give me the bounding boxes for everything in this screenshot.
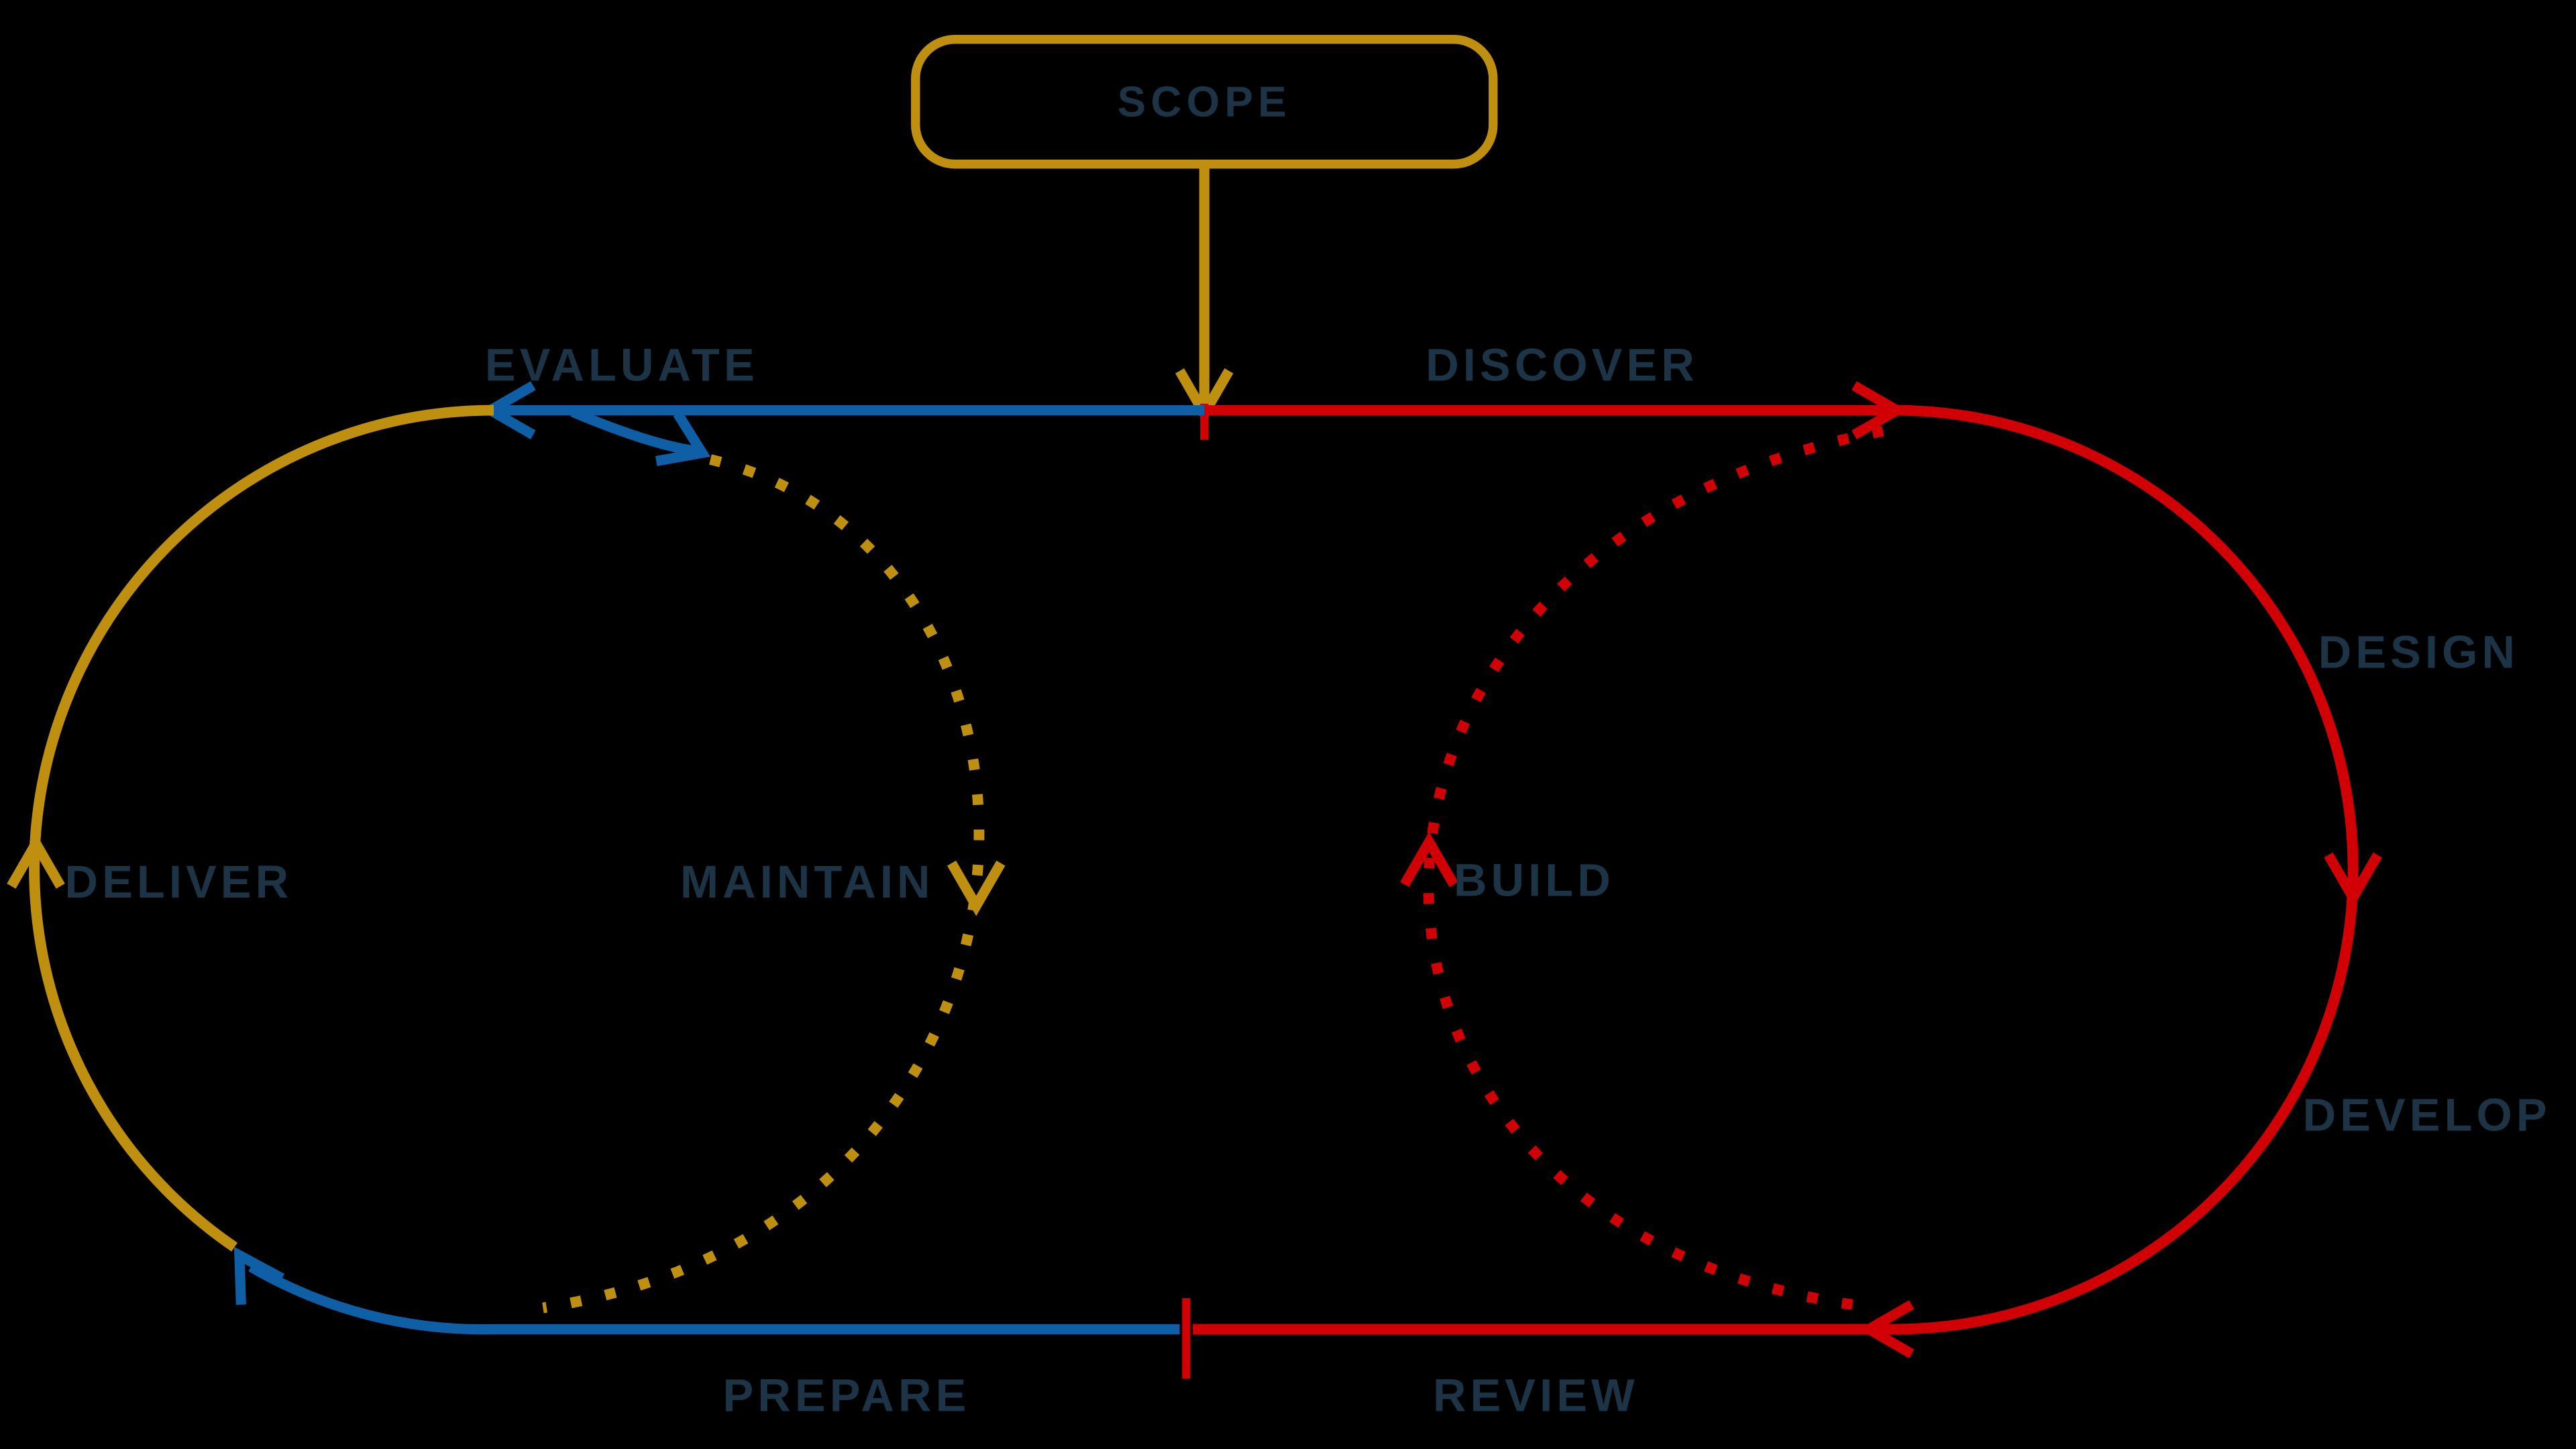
prepare-arrowhead-icon — [233, 1246, 285, 1305]
label-build: BUILD — [1454, 855, 1615, 906]
label-design: DESIGN — [2318, 627, 2519, 678]
label-maintain: MAINTAIN — [680, 856, 934, 908]
scope-node: SCOPE — [910, 34, 1498, 169]
label-deliver: DELIVER — [65, 856, 293, 908]
review-arrowhead-icon — [1858, 1300, 1915, 1358]
scope-label: SCOPE — [1118, 78, 1291, 126]
build-arrowhead-icon — [1400, 831, 1458, 888]
label-evaluate: EVALUATE — [485, 339, 759, 391]
label-discover: DISCOVER — [1426, 339, 1699, 391]
label-review: REVIEW — [1433, 1370, 1639, 1421]
deliver-arc — [29, 405, 494, 1252]
label-prepare: PREPARE — [723, 1370, 971, 1421]
evaluate-to-maintain-arrowhead-icon — [655, 411, 711, 466]
design-arrowhead-icon — [2324, 852, 2382, 908]
deliver-arrowhead-icon — [7, 833, 65, 889]
design-develop-review-arc — [1193, 405, 2359, 1335]
maintain-arrowhead-icon — [947, 860, 1006, 916]
build-dotted-arc — [1423, 425, 1890, 1310]
evaluate-to-maintain-curve — [570, 407, 700, 457]
label-develop: DEVELOP — [2303, 1089, 2551, 1140]
prepare-line — [248, 1262, 1180, 1335]
